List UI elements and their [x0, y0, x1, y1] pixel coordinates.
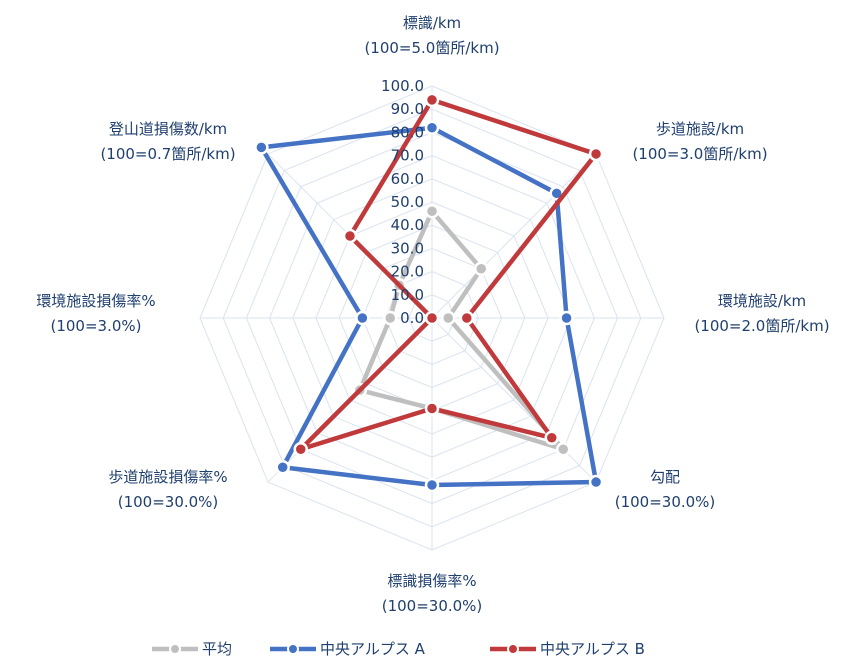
axis-label: 勾配 [650, 468, 680, 486]
series-point [555, 441, 571, 457]
chart-legend: 平均 中央アルプス A 中央アルプス B [152, 640, 645, 658]
tick-label: 60.0 [391, 170, 424, 188]
tick-label: 40.0 [391, 216, 424, 234]
series-point [473, 261, 489, 277]
radar-category-labels: 標識/km (100=5.0箇所/km) 歩道施設/km (100=3.0箇所/km)… [36, 14, 829, 615]
grid-spoke [431, 317, 597, 483]
axis-sublabel: (100=3.0%) [50, 317, 141, 335]
axis-sublabel: (100=30.0%) [118, 493, 219, 511]
legend-label: 中央アルプス A [320, 640, 426, 658]
grid-spoke [431, 153, 597, 319]
series-point [588, 474, 604, 490]
series-point [424, 120, 440, 136]
axis-label: 歩道施設/km [656, 120, 744, 138]
legend-swatch-marker [169, 643, 181, 655]
legend-label: 中央アルプス B [540, 640, 645, 658]
series-point [342, 228, 358, 244]
series-point [355, 310, 370, 326]
series-point [424, 204, 440, 219]
legend-label: 平均 [202, 640, 232, 658]
series-point [382, 310, 398, 326]
radar-tick-labels: 0.0 10.0 20.0 30.0 40.0 50.0 60.0 70.0 80.0 90.0 1… [381, 77, 424, 327]
series-point [424, 310, 440, 326]
axis-sublabel: (100=2.0箇所/km) [694, 317, 829, 335]
series-point [424, 477, 440, 493]
tick-label: 30.0 [391, 239, 424, 257]
tick-label: 90.0 [391, 100, 424, 118]
series-line [298, 97, 599, 452]
series-point [588, 146, 604, 162]
legend-swatch-marker [287, 643, 299, 655]
series-point [544, 430, 560, 446]
series-point [275, 460, 290, 475]
axis-label: 歩道施設損傷率% [108, 468, 227, 486]
axis-label: 標識損傷率% [387, 572, 476, 590]
axis-label: 環境施設損傷率% [36, 292, 155, 310]
series-point [559, 310, 574, 326]
tick-label: 100.0 [381, 77, 424, 95]
axis-sublabel: (100=0.7箇所/km) [100, 145, 235, 163]
tick-label: 50.0 [391, 193, 424, 211]
radar-series [254, 92, 604, 493]
tick-label: 0.0 [400, 309, 424, 327]
series-point [424, 401, 440, 416]
axis-sublabel: (100=5.0箇所/km) [364, 39, 499, 57]
axis-sublabel: (100=30.0%) [615, 493, 716, 511]
tick-label: 10.0 [391, 286, 424, 304]
legend-swatch-marker [507, 643, 519, 655]
series-point [424, 92, 440, 108]
axis-label: 環境施設/km [718, 292, 806, 310]
series-point [459, 310, 475, 326]
axis-sublabel: (100=30.0%) [382, 597, 483, 615]
series-point [440, 310, 456, 326]
tick-label: 70.0 [391, 147, 424, 165]
axis-label: 標識/km [403, 14, 461, 32]
series-point [254, 140, 269, 155]
tick-label: 20.0 [391, 263, 424, 281]
axis-label: 登山道損傷数/km [109, 120, 227, 138]
axis-sublabel: (100=3.0箇所/km) [632, 145, 767, 163]
series-point [293, 441, 309, 457]
tick-label: 80.0 [391, 123, 424, 141]
